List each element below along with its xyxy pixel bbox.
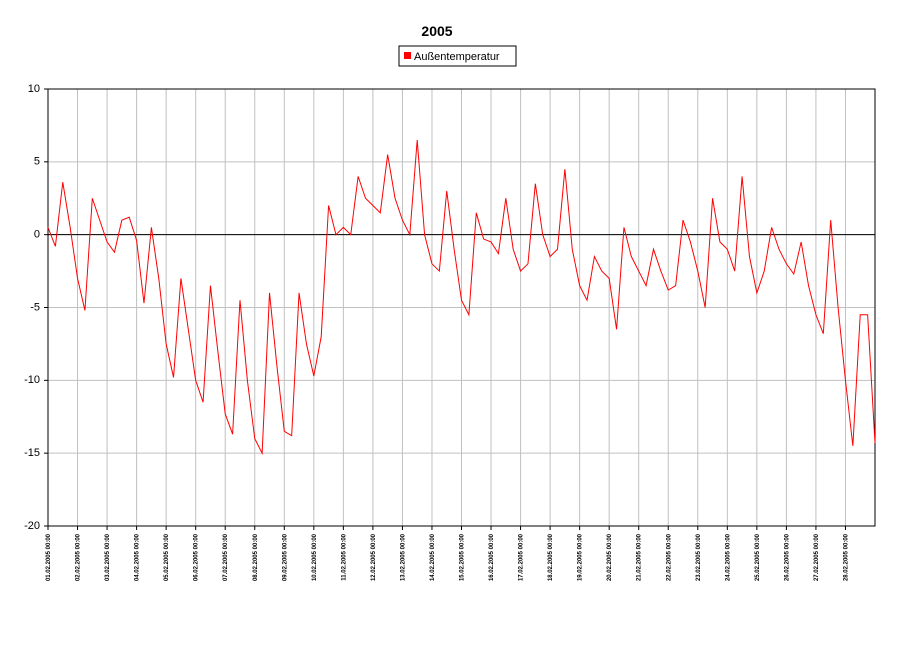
- x-tick-label: 24.02.2005 00:00: [725, 533, 731, 581]
- x-tick-label: 19.02.2005 00:00: [578, 533, 584, 581]
- x-tick-label: 07.02.2005 00:00: [223, 533, 229, 581]
- y-tick-label: 10: [28, 83, 40, 95]
- x-tick-label: 02.02.2005 00:00: [76, 533, 82, 581]
- x-tick-label: 25.02.2005 00:00: [755, 533, 761, 581]
- legend-label: Außentemperatur: [414, 51, 500, 63]
- x-tick-label: 05.02.2005 00:00: [164, 533, 170, 581]
- x-tick-label: 04.02.2005 00:00: [135, 533, 141, 581]
- x-tick-label: 20.02.2005 00:00: [607, 533, 613, 581]
- legend: Außentemperatur: [404, 51, 500, 63]
- x-tick-label: 12.02.2005 00:00: [371, 533, 377, 581]
- x-tick-label: 22.02.2005 00:00: [666, 533, 672, 581]
- x-tick-label: 17.02.2005 00:00: [519, 533, 525, 581]
- x-tick-label: 28.02.2005 00:00: [843, 533, 849, 581]
- x-tick-label: 21.02.2005 00:00: [637, 533, 643, 581]
- chart-title: 2005: [421, 23, 452, 39]
- x-tick-label: 06.02.2005 00:00: [194, 533, 200, 581]
- x-tick-label: 23.02.2005 00:00: [696, 533, 702, 581]
- plot-border: [47, 88, 876, 527]
- x-tick-label: 09.02.2005 00:00: [282, 533, 288, 581]
- x-tick-label: 11.02.2005 00:00: [341, 533, 347, 580]
- x-tick-label: 03.02.2005 00:00: [105, 533, 111, 581]
- y-tick-label: -5: [30, 301, 40, 313]
- legend-swatch: [404, 52, 411, 59]
- x-tick-label: 10.02.2005 00:00: [312, 533, 318, 581]
- x-tick-label: 16.02.2005 00:00: [489, 533, 495, 581]
- x-tick-label: 14.02.2005 00:00: [430, 533, 436, 581]
- x-tick-label: 27.02.2005 00:00: [814, 533, 820, 581]
- x-tick-label: 15.02.2005 00:00: [460, 533, 466, 581]
- y-tick-label: -10: [24, 374, 40, 386]
- y-tick-label: -15: [24, 447, 40, 459]
- plot: [47, 139, 876, 456]
- x-tick-label: 08.02.2005 00:00: [253, 533, 259, 581]
- legend-box: [398, 45, 517, 67]
- y-tick-label: -20: [24, 520, 40, 532]
- line-series: [47, 139, 876, 456]
- x-tick-label: 26.02.2005 00:00: [784, 533, 790, 581]
- x-tick-label: 18.02.2005 00:00: [548, 533, 554, 581]
- y-tick-label: 0: [34, 229, 40, 241]
- grid: [44, 88, 876, 530]
- x-tick-label: 13.02.2005 00:00: [400, 533, 406, 581]
- x-tick-label: 01.02.2005 00:00: [46, 533, 52, 581]
- y-tick-label: 5: [34, 156, 40, 168]
